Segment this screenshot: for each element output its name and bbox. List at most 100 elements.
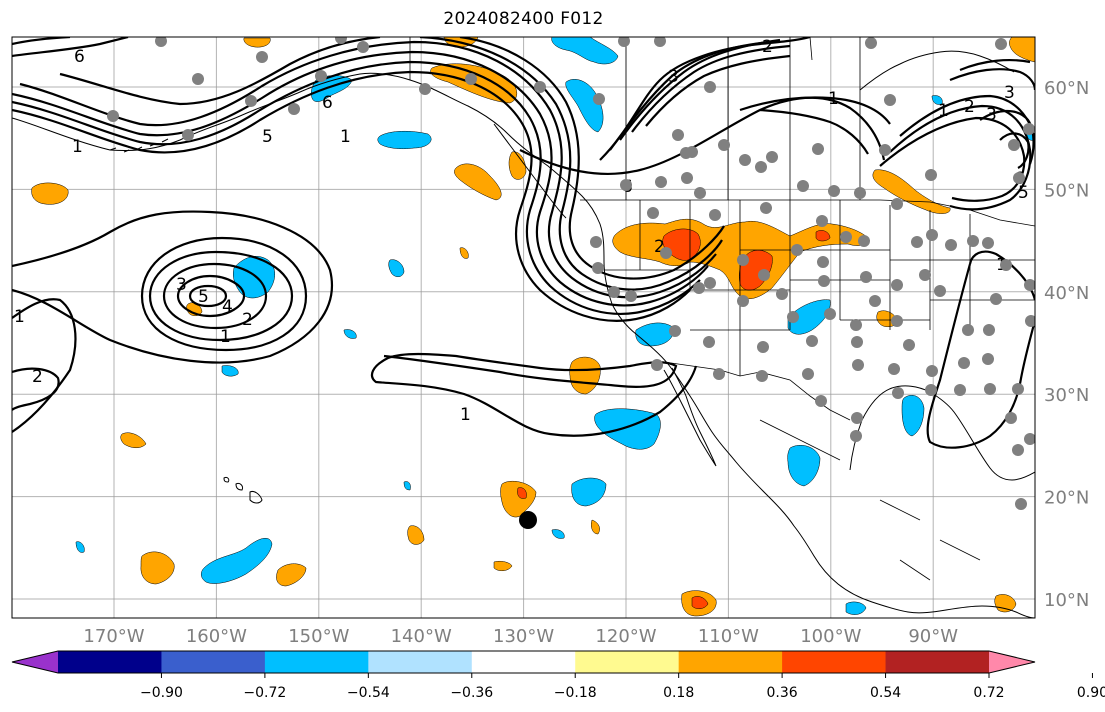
positive-anomaly-core	[517, 487, 527, 499]
longitude-tick-label: 140°W	[391, 626, 452, 647]
station-dot	[926, 365, 938, 377]
station-dot	[1025, 315, 1035, 327]
positive-anomaly-region	[140, 551, 175, 585]
station-dot	[737, 295, 749, 307]
station-dot	[758, 269, 770, 281]
latitude-labels: 60°N 50°N 40°N 30°N 20°N 10°N	[1044, 78, 1089, 611]
station-dot	[852, 359, 864, 371]
longitude-tick-label: 170°W	[83, 626, 144, 647]
contour-line	[148, 250, 294, 342]
station-dot	[593, 93, 605, 105]
contour-label: 2	[654, 237, 665, 257]
longitude-tick-label: 90°W	[908, 626, 958, 647]
contour-line	[59, 37, 381, 106]
colorbar-tick-label: 0.72	[973, 685, 1004, 701]
station-dot	[288, 103, 300, 115]
contour-value-labels: 6 5 1 2 3 4 5 1 2 6 1 2 3 6 1 2 6 5 1 1 …	[14, 37, 1029, 425]
station-dot	[1024, 279, 1035, 291]
contour-label: 2	[32, 367, 43, 387]
station-dot	[865, 37, 877, 49]
latitude-tick-label: 40°N	[1044, 283, 1089, 304]
station-dot	[704, 81, 716, 93]
station-dot	[815, 395, 827, 407]
station-dot	[625, 290, 637, 302]
contour-line	[949, 68, 1035, 91]
colorbar-tick-label: −0.90	[140, 685, 183, 701]
mexico-state-borders	[759, 419, 981, 581]
positive-anomaly-region	[459, 247, 469, 259]
station-dot	[806, 335, 818, 347]
colorbar-tick-label: −0.36	[450, 685, 493, 701]
positive-anomaly-region	[454, 163, 502, 201]
latitude-tick-label: 30°N	[1044, 385, 1089, 406]
contour-lines	[12, 37, 1035, 449]
station-dot	[888, 363, 900, 375]
colorbar-extend-min	[12, 651, 58, 673]
contour-line	[12, 70, 691, 322]
station-dot	[776, 288, 788, 300]
negative-anomaly-region	[845, 601, 867, 615]
contour-label: 4	[222, 297, 233, 317]
positive-anomaly-region	[508, 151, 527, 180]
colorbar-tick-label: 0.36	[767, 685, 798, 701]
station-dot	[155, 37, 167, 47]
positive-anomaly-region	[31, 182, 69, 205]
positive-anomaly-region	[407, 525, 425, 545]
contour-line	[619, 38, 781, 141]
coastlines	[12, 50, 1035, 618]
contour-label: 3	[668, 67, 679, 87]
station-dot	[1023, 123, 1035, 135]
station-dot	[851, 336, 863, 348]
station-dot	[911, 236, 923, 248]
station-dot	[945, 239, 957, 251]
longitude-tick-label: 130°W	[493, 626, 554, 647]
positive-anomaly-region	[591, 519, 600, 535]
contour-line	[162, 262, 268, 330]
station-dot	[984, 383, 996, 395]
negative-anomaly-region	[75, 541, 85, 553]
station-dot	[680, 147, 692, 159]
contour-line	[419, 37, 723, 291]
colorbar-tick-label: 0.54	[870, 685, 901, 701]
station-dot	[884, 94, 896, 106]
station-dot	[869, 295, 881, 307]
station-dot	[850, 319, 862, 331]
station-dot	[694, 187, 706, 199]
contour-label: 2	[964, 97, 975, 117]
contour-line	[609, 40, 771, 151]
station-dot	[592, 262, 604, 274]
contour-line	[12, 210, 333, 364]
us-canada-border	[580, 199, 1035, 227]
contour-label: 1	[938, 101, 949, 121]
baja-coastline	[663, 367, 717, 467]
station-dot	[618, 37, 630, 47]
colorbar-tick-label: −0.72	[243, 685, 286, 701]
contour-label: 1	[14, 307, 25, 327]
negative-anomaly-region	[901, 395, 925, 437]
station-dot	[982, 237, 994, 249]
contour-line	[176, 274, 246, 318]
colorbar-tick-label: 0.90	[1077, 685, 1105, 701]
station-dot	[1012, 444, 1024, 456]
station-dot	[818, 275, 830, 287]
colorbar-segment	[368, 651, 473, 673]
aleutian-islands	[109, 138, 169, 153]
contour-label: 2	[762, 37, 773, 57]
contour-line	[739, 96, 891, 125]
contour-line	[645, 54, 791, 127]
station-dot	[840, 231, 852, 243]
station-dot	[107, 110, 119, 122]
station-dot	[647, 207, 659, 219]
contour-label: 6	[322, 93, 333, 113]
station-dot	[192, 73, 204, 85]
station-dot	[934, 285, 946, 297]
contour-label: 2	[242, 310, 253, 330]
station-dot	[1013, 172, 1025, 184]
station-dot	[681, 172, 693, 184]
station-dot	[737, 254, 749, 266]
colorbar-tick-label: −0.18	[554, 685, 597, 701]
colorbar-extend-max	[989, 651, 1035, 673]
station-dot	[919, 269, 931, 281]
station-dot	[925, 384, 937, 396]
negative-anomaly-region	[221, 365, 239, 377]
